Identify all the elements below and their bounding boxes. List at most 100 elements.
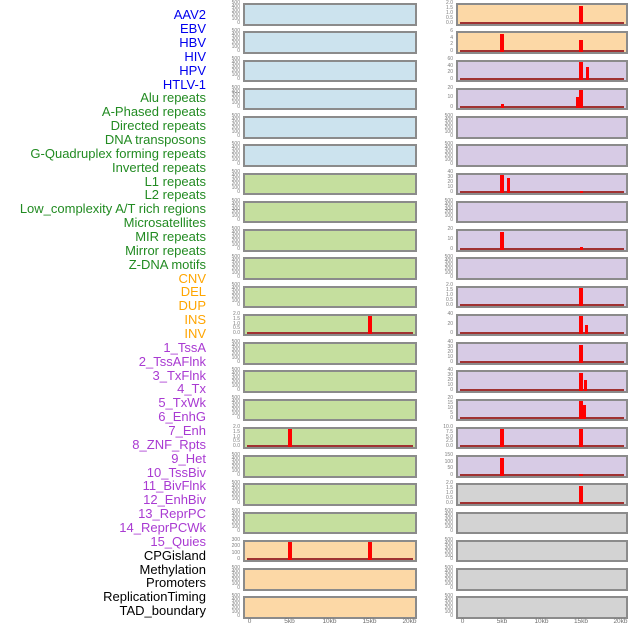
y-tick-label: 100	[231, 100, 240, 107]
y-tick-label: 10	[447, 405, 453, 412]
y-tick-label: 0	[450, 584, 453, 591]
y-tick-label: 5	[450, 410, 453, 417]
y-tick-label: 300	[231, 488, 240, 495]
y-tick-label: 500	[231, 367, 240, 374]
row-label-methylation: Methylation	[139, 561, 206, 577]
y-tick-label: 500	[231, 56, 240, 63]
y-tick-label: 1.5	[446, 287, 453, 294]
track-panel-low-complexity-a-t-rich-regions	[243, 398, 417, 422]
y-tick-label: 0	[237, 415, 240, 422]
peak-bar	[579, 246, 583, 250]
row-label-replicationtiming: ReplicationTiming	[103, 589, 206, 605]
y-tick-label: 100	[231, 15, 240, 22]
row-label-inv: INV	[184, 325, 206, 341]
y-tick-label: 10	[447, 184, 453, 191]
y-tick-label: 0	[450, 556, 453, 563]
y-tick-label: 200	[444, 605, 453, 612]
y-tick-label: 100	[444, 609, 453, 616]
track-panel-6-enhg	[456, 200, 628, 224]
y-tick-label: 0	[237, 556, 240, 563]
y-tick-label: 400	[231, 145, 240, 152]
y-tick-label: 200	[444, 124, 453, 131]
y-tick-label: 500	[231, 508, 240, 515]
y-tick-label: 400	[231, 286, 240, 293]
row-label-tad-boundary: TAD_boundary	[119, 603, 206, 619]
y-tick-label: 0	[237, 471, 240, 478]
track-panel-l2-repeats	[243, 370, 417, 393]
y-tick-label: 100	[231, 495, 240, 502]
peak-bar	[579, 39, 583, 52]
y-tick-label: 500	[231, 451, 240, 458]
track-panel-7-enh	[456, 229, 628, 252]
peak-bar	[583, 404, 587, 420]
y-tick-label: 500	[231, 338, 240, 345]
y-tick-label: 500	[444, 197, 453, 204]
y-tick-label: 500	[444, 141, 453, 148]
y-tick-label: 100	[231, 467, 240, 474]
row-label-alu-repeats: Alu repeats	[140, 90, 206, 106]
y-tick-label: 500	[444, 565, 453, 571]
y-tick-label: 0.5	[233, 325, 240, 332]
y-tick-label: 40	[447, 338, 453, 345]
y-tick-label: 300	[231, 92, 240, 99]
y-tick-label: 0	[237, 132, 240, 139]
y-tick-label: 200	[231, 520, 240, 527]
y-tick-label: 0	[450, 160, 453, 167]
y-tick-label: 300	[444, 148, 453, 155]
x-tick-label: 20kb	[402, 618, 417, 625]
y-tick-label: 200	[231, 407, 240, 414]
y-tick-label: 2.5	[446, 438, 453, 445]
peak-bar	[579, 316, 583, 335]
y-tick-label: 300	[231, 7, 240, 14]
y-tick-label: 300	[231, 148, 240, 155]
y-tick-label: 1.0	[446, 490, 453, 497]
signal-baseline	[460, 501, 624, 504]
peak-bar	[287, 429, 292, 448]
y-tick-label: 200	[231, 181, 240, 188]
y-tick-label: 100	[231, 185, 240, 192]
y-tick-label: 500	[444, 112, 453, 119]
track-panel-dup	[243, 596, 417, 619]
y-tick-label: 0	[237, 528, 240, 535]
x-tick-label: 20kb	[613, 618, 628, 625]
row-label-dup: DUP	[178, 298, 206, 314]
peak-bar	[579, 191, 583, 194]
y-tick-label: 300	[231, 536, 240, 543]
y-tick-label: 300	[231, 290, 240, 297]
y-tick-label: 100	[444, 156, 453, 163]
y-tick-label: 500	[231, 282, 240, 289]
y-tick-label: 100	[444, 213, 453, 220]
peak-bar	[500, 231, 504, 250]
y-tick-label: 10	[447, 235, 453, 242]
y-tick-label: 2.0	[233, 310, 240, 317]
signal-baseline	[460, 445, 624, 448]
y-tick-label: 400	[231, 3, 240, 10]
peak-bar	[579, 473, 583, 476]
y-tick-label: 0	[237, 19, 240, 26]
y-tick-label: 400	[231, 484, 240, 491]
y-tick-label: 0	[237, 217, 240, 224]
y-tick-label: 0.0	[446, 443, 453, 450]
y-tick-label: 0.0	[233, 443, 240, 450]
signal-baseline	[460, 191, 624, 194]
y-tick-label: 100	[444, 552, 453, 559]
y-tick-label: 500	[231, 565, 240, 571]
row-label-g-quadruplex-forming-repeats: G-Quadruplex forming repeats	[30, 145, 206, 161]
y-tick-label: 1.5	[233, 315, 240, 322]
y-tick-label: 300	[231, 205, 240, 212]
y-tick-label: 0	[237, 612, 240, 619]
y-tick-label: 10	[447, 381, 453, 388]
peak-bar	[500, 429, 504, 448]
y-tick-label: 0	[450, 47, 453, 54]
y-tick-label: 500	[231, 28, 240, 35]
y-tick-label: 40	[447, 310, 453, 317]
row-label-ebv: EBV	[179, 21, 206, 37]
y-tick-label: 0	[450, 386, 453, 393]
x-tick-label: 5kb	[284, 618, 295, 625]
track-panel-4-tx	[456, 144, 628, 167]
row-label-z-dna-motifs: Z-DNA motifs	[128, 256, 206, 272]
row-label-cnv: CNV	[178, 270, 206, 286]
track-panel-ins	[456, 3, 628, 26]
y-tick-label: 10.0	[443, 423, 453, 430]
y-tick-label: 40	[447, 169, 453, 176]
